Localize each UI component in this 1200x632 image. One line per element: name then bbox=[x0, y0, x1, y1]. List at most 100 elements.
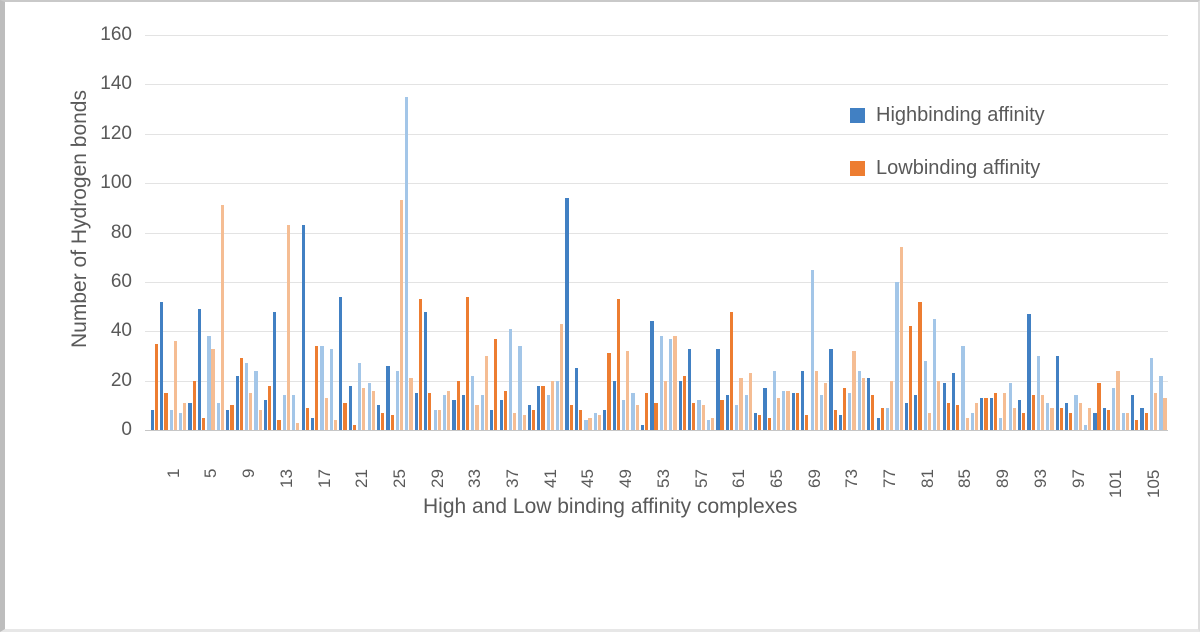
low-affinity-bar bbox=[673, 336, 677, 430]
low-affinity-bar bbox=[456, 380, 460, 430]
gridline bbox=[145, 232, 1168, 234]
high-affinity-bar bbox=[1131, 395, 1135, 430]
legend-swatch-high-icon bbox=[850, 108, 865, 123]
low-affinity-bar bbox=[758, 415, 762, 430]
low-affinity-bar bbox=[277, 420, 281, 430]
low-affinity-bar bbox=[437, 410, 441, 430]
x-tick-label: 57 bbox=[691, 469, 711, 488]
low-affinity-bar bbox=[428, 392, 432, 430]
low-affinity-bar bbox=[1012, 407, 1016, 430]
high-affinity-bar bbox=[933, 318, 937, 430]
y-tick-label: 80 bbox=[110, 221, 132, 243]
high-affinity-bar bbox=[490, 410, 494, 430]
low-affinity-bar bbox=[1135, 420, 1139, 430]
high-affinity-bar bbox=[669, 338, 673, 430]
low-affinity-bar bbox=[805, 415, 809, 430]
low-affinity-bar bbox=[814, 370, 818, 430]
low-affinity-bar bbox=[418, 299, 423, 430]
gridline bbox=[145, 133, 1168, 135]
high-affinity-bar bbox=[424, 311, 428, 430]
x-tick-label: 41 bbox=[540, 469, 560, 488]
low-affinity-bar bbox=[390, 415, 394, 430]
low-affinity-bar bbox=[484, 355, 488, 430]
high-affinity-bar bbox=[754, 412, 758, 430]
high-affinity-bar bbox=[546, 395, 550, 430]
low-affinity-bar bbox=[560, 323, 564, 430]
high-affinity-bar bbox=[810, 269, 814, 430]
x-tick-label: 33 bbox=[465, 469, 485, 488]
high-affinity-bar bbox=[867, 378, 871, 430]
y-tick-label: 60 bbox=[110, 270, 132, 292]
high-affinity-bar bbox=[980, 397, 984, 430]
high-affinity-bar bbox=[763, 388, 767, 430]
high-affinity-bar bbox=[593, 412, 597, 430]
low-affinity-bar bbox=[1106, 410, 1111, 430]
plot-area: 0 20 40 60 80 100 120 140 160 1 5 9 13 17 21 25 29 33 37 41… bbox=[5, 2, 1198, 629]
low-affinity-bar bbox=[908, 326, 913, 430]
low-affinity-bar bbox=[503, 390, 507, 430]
low-affinity-bar bbox=[541, 385, 545, 430]
high-affinity-bar bbox=[857, 370, 861, 430]
low-affinity-bar bbox=[352, 425, 357, 430]
low-affinity-bar bbox=[937, 380, 941, 430]
high-affinity-bar bbox=[263, 400, 268, 430]
x-tick-label: 37 bbox=[503, 469, 523, 488]
x-tick-label: 25 bbox=[389, 469, 409, 488]
low-affinity-bar bbox=[1097, 383, 1101, 430]
high-affinity-bar bbox=[612, 380, 616, 430]
high-affinity-bar bbox=[499, 400, 503, 430]
high-affinity-bar bbox=[461, 395, 465, 430]
high-affinity-bar bbox=[188, 402, 192, 430]
high-affinity-bar bbox=[801, 370, 805, 430]
high-affinity-bar bbox=[480, 395, 484, 430]
high-affinity-bar bbox=[386, 365, 390, 430]
high-affinity-bar bbox=[989, 397, 993, 430]
y-axis-title: Number of Hydrogen bonds bbox=[68, 89, 91, 348]
y-tick-label: 100 bbox=[100, 172, 132, 194]
low-affinity-bar bbox=[616, 299, 620, 430]
high-affinity-bar bbox=[829, 348, 833, 430]
low-affinity-bar bbox=[154, 343, 159, 430]
high-affinity-bar bbox=[273, 311, 277, 430]
high-affinity-bar bbox=[376, 405, 381, 430]
low-affinity-bar bbox=[974, 402, 979, 430]
x-axis-title: High and Low binding affinity complexes bbox=[423, 495, 798, 518]
high-affinity-bar bbox=[782, 390, 786, 430]
high-affinity-bar bbox=[556, 380, 560, 430]
high-affinity-bar bbox=[895, 281, 899, 430]
high-affinity-bar bbox=[537, 385, 541, 430]
x-tick-label: 89 bbox=[993, 469, 1013, 488]
y-tick-label: 160 bbox=[100, 24, 132, 45]
legend-swatch-low-icon bbox=[850, 161, 865, 176]
x-tick-label: 65 bbox=[766, 469, 786, 488]
y-tick-label: 0 bbox=[121, 419, 132, 440]
x-tick-label: 73 bbox=[842, 469, 862, 488]
low-affinity-bar bbox=[183, 402, 187, 430]
gridline bbox=[145, 281, 1168, 283]
high-affinity-bar bbox=[339, 296, 343, 430]
low-affinity-bar bbox=[1163, 397, 1167, 430]
high-affinity-bar bbox=[678, 380, 682, 430]
low-affinity-bar bbox=[635, 405, 639, 430]
high-affinity-bar bbox=[650, 321, 654, 430]
low-affinity-bar bbox=[1069, 412, 1073, 430]
low-affinity-bar bbox=[343, 402, 347, 430]
high-affinity-bar bbox=[216, 402, 220, 430]
high-affinity-bar bbox=[565, 197, 569, 430]
low-affinity-bar bbox=[192, 380, 196, 430]
low-affinity-bar bbox=[475, 405, 479, 430]
low-affinity-bar bbox=[1059, 407, 1063, 430]
high-affinity-bar bbox=[1140, 407, 1144, 430]
high-affinity-bar bbox=[508, 328, 513, 430]
high-affinity-bar bbox=[348, 385, 352, 430]
high-affinity-bar bbox=[688, 348, 692, 430]
high-affinity-bar bbox=[169, 410, 173, 430]
low-affinity-bar bbox=[305, 407, 309, 430]
low-affinity-bar bbox=[1154, 392, 1158, 430]
low-affinity-bar bbox=[777, 397, 781, 430]
low-affinity-bar bbox=[871, 395, 875, 430]
low-affinity-bar bbox=[569, 405, 573, 430]
high-affinity-bar bbox=[358, 363, 362, 430]
low-affinity-bar bbox=[786, 390, 790, 430]
low-affinity-bar bbox=[258, 410, 262, 430]
